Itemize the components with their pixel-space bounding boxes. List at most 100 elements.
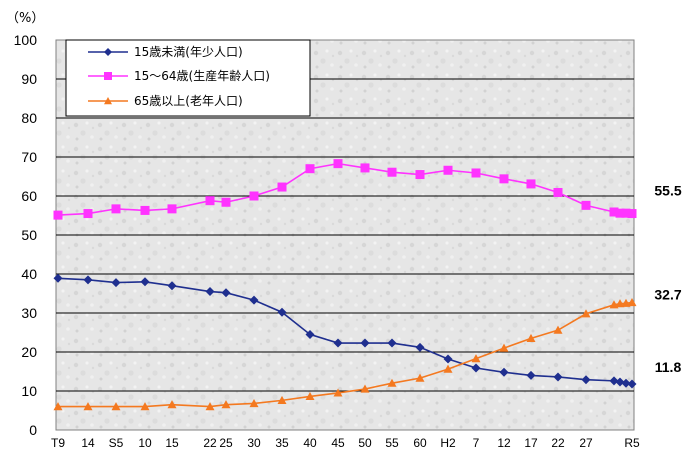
data-point-diamond bbox=[277, 307, 287, 317]
data-point-square bbox=[305, 164, 315, 174]
legend-item: 65歳以上(老年人口) bbox=[88, 94, 243, 108]
x-tick-label: 22 bbox=[203, 436, 217, 450]
data-point-square bbox=[499, 174, 509, 184]
series-end-label: 55.5 bbox=[654, 183, 681, 199]
data-point-diamond bbox=[615, 377, 625, 387]
data-point-square bbox=[609, 207, 619, 217]
x-tick-label: 25 bbox=[219, 436, 233, 450]
x-tick-label: 35 bbox=[275, 436, 289, 450]
data-point-triangle bbox=[387, 378, 397, 387]
x-tick-label: 17 bbox=[524, 436, 538, 450]
y-tick-label: 50 bbox=[21, 227, 37, 243]
data-point-diamond bbox=[387, 338, 397, 348]
x-tick-label: R5 bbox=[624, 436, 640, 450]
data-point-diamond bbox=[305, 329, 315, 339]
data-point-square bbox=[205, 196, 215, 206]
data-point-diamond bbox=[415, 342, 425, 352]
data-point-square bbox=[360, 163, 370, 173]
legend-label: 65歳以上(老年人口) bbox=[134, 94, 243, 108]
legend-label: 15～64歳(生産年齢人口) bbox=[134, 68, 270, 83]
data-point-diamond bbox=[140, 277, 150, 287]
x-tick-label: 7 bbox=[473, 436, 480, 450]
data-point-diamond bbox=[111, 278, 121, 288]
data-point-triangle bbox=[249, 398, 259, 408]
series-line bbox=[57, 277, 633, 385]
data-point-diamond bbox=[104, 48, 112, 56]
data-point-triangle bbox=[415, 373, 425, 382]
data-point-diamond bbox=[249, 295, 259, 305]
data-point-diamond bbox=[83, 275, 93, 285]
data-point-triangle bbox=[221, 400, 231, 409]
data-point-diamond bbox=[499, 367, 509, 377]
series-layer bbox=[53, 159, 637, 411]
x-tick-label: 30 bbox=[247, 436, 261, 450]
y-tick-label: 100 bbox=[14, 32, 38, 48]
data-point-diamond bbox=[609, 376, 619, 386]
end-labels: 11.8 55.5 32.7 bbox=[654, 183, 681, 375]
data-point-square bbox=[333, 159, 343, 169]
data-point-diamond bbox=[471, 363, 481, 373]
data-point-triangle bbox=[305, 391, 315, 401]
y-tick-label: 20 bbox=[21, 344, 37, 360]
data-point-diamond bbox=[621, 378, 631, 388]
series-3 bbox=[53, 297, 637, 411]
data-point-square bbox=[553, 187, 563, 197]
data-point-diamond bbox=[333, 338, 343, 348]
data-point-triangle bbox=[581, 309, 591, 318]
data-point-diamond bbox=[221, 288, 231, 298]
x-axis: T9 14 S5 10 15 22 25 30 35 40 45 50 55 60 H2 7 12 17 22 27 R… bbox=[51, 436, 640, 450]
x-tick-label: 12 bbox=[497, 436, 511, 450]
data-point-triangle bbox=[111, 402, 121, 411]
data-point-square bbox=[526, 179, 536, 189]
data-point-triangle bbox=[627, 297, 637, 307]
data-point-square bbox=[581, 200, 591, 210]
y-tick-label: 90 bbox=[21, 71, 37, 87]
x-tick-label: H2 bbox=[440, 436, 456, 450]
data-point-triangle bbox=[167, 400, 177, 409]
data-point-diamond bbox=[627, 379, 637, 389]
series-end-label: 11.8 bbox=[655, 359, 682, 375]
data-point-square bbox=[104, 72, 112, 80]
y-tick-label: 60 bbox=[21, 188, 37, 204]
data-point-square bbox=[415, 170, 425, 180]
data-point-square bbox=[249, 191, 259, 201]
data-point-triangle bbox=[360, 384, 370, 393]
legend-item: 15～64歳(生産年齢人口) bbox=[88, 68, 270, 83]
y-tick-label: 70 bbox=[21, 149, 37, 165]
series-1 bbox=[53, 273, 637, 389]
data-point-square bbox=[471, 168, 481, 178]
data-point-square bbox=[277, 182, 287, 192]
data-point-square bbox=[621, 208, 631, 218]
data-point-square bbox=[53, 210, 63, 220]
series-2 bbox=[53, 159, 637, 220]
x-tick-label: S5 bbox=[109, 436, 124, 450]
x-tick-label: 40 bbox=[303, 436, 317, 450]
data-point-diamond bbox=[360, 338, 370, 348]
x-tick-label: 22 bbox=[551, 436, 565, 450]
data-point-triangle bbox=[53, 402, 63, 411]
data-point-square bbox=[111, 204, 121, 214]
data-point-triangle bbox=[104, 97, 112, 105]
y-axis: 0 10 20 30 40 50 60 70 80 90 100 bbox=[14, 32, 38, 438]
data-point-square bbox=[627, 209, 637, 219]
series-end-label: 32.7 bbox=[654, 286, 681, 302]
data-point-square bbox=[443, 165, 453, 175]
data-point-diamond bbox=[53, 273, 63, 283]
x-tick-label: 45 bbox=[331, 436, 345, 450]
y-tick-label: 10 bbox=[21, 383, 37, 399]
data-point-triangle bbox=[205, 402, 215, 411]
data-point-triangle bbox=[615, 299, 625, 308]
x-tick-label: 50 bbox=[358, 436, 372, 450]
data-point-diamond bbox=[526, 370, 536, 380]
data-point-triangle bbox=[499, 343, 509, 352]
data-point-triangle bbox=[333, 388, 343, 397]
legend-item: 15歳未満(年少人口) bbox=[88, 45, 243, 59]
x-tick-label: 15 bbox=[165, 436, 179, 450]
data-point-triangle bbox=[443, 364, 453, 373]
data-point-triangle bbox=[471, 354, 481, 363]
data-point-square bbox=[140, 205, 150, 215]
data-point-square bbox=[167, 204, 177, 214]
data-point-square bbox=[387, 167, 397, 177]
x-tick-label: 14 bbox=[81, 436, 95, 450]
